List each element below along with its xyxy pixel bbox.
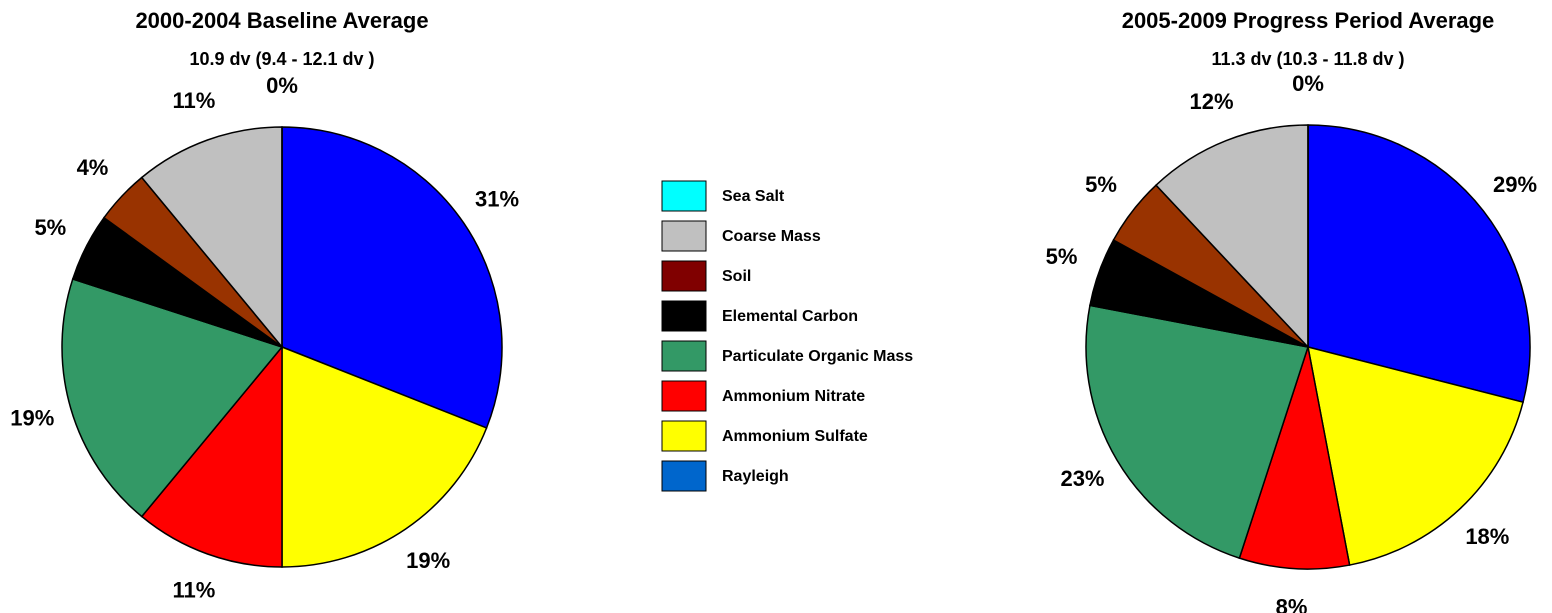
legend-label: Particulate Organic Mass [722, 348, 913, 365]
slice-label: 29% [1493, 172, 1537, 197]
slice-label: 12% [1190, 89, 1234, 114]
slice-label: 19% [10, 405, 54, 430]
legend-label: Ammonium Sulfate [722, 428, 868, 445]
pie-slice [281, 345, 488, 568]
slice-label: 4% [77, 155, 109, 180]
slice-label: 5% [34, 215, 66, 240]
slice-label: 5% [1046, 244, 1078, 269]
pie-slice [281, 126, 503, 429]
legend-label: Rayleigh [722, 468, 789, 485]
legend-label: Ammonium Nitrate [722, 388, 865, 405]
chart-subtitle: 11.3 dv (10.3 - 11.8 dv ) [1211, 49, 1404, 69]
legend-label: Sea Salt [722, 188, 785, 205]
pie-slice [1154, 124, 1309, 349]
slice-label: 19% [406, 548, 450, 573]
legend-swatch [661, 340, 707, 372]
chart-title: 2005-2009 Progress Period Average [1122, 8, 1495, 33]
chart-subtitle: 10.9 dv (9.4 - 12.1 dv ) [189, 49, 374, 69]
slice-label: 5% [1085, 172, 1117, 197]
legend-swatch [661, 420, 707, 452]
slice-label: 8% [1276, 594, 1308, 613]
legend-swatch [661, 260, 707, 292]
legend-label: Elemental Carbon [722, 308, 858, 325]
pie-slice [61, 278, 284, 518]
slice-label: 11% [173, 88, 216, 113]
pie-slice [140, 344, 283, 568]
chart-title: 2000-2004 Baseline Average [135, 8, 428, 33]
pie-slice [1307, 345, 1524, 566]
legend-swatch [661, 220, 707, 252]
legend-swatch [661, 300, 707, 332]
pie-slice [140, 126, 283, 350]
slice-label: 18% [1465, 524, 1509, 549]
slice-label: 0% [266, 73, 298, 98]
slice-label: 23% [1060, 466, 1104, 491]
pie-slice [1085, 304, 1309, 560]
legend-swatch [661, 460, 707, 492]
legend-label: Soil [722, 268, 751, 285]
slice-label: 0% [1292, 71, 1324, 96]
legend-swatch [661, 180, 707, 212]
slice-label: 11% [173, 577, 216, 602]
legend-swatch [661, 380, 707, 412]
legend-label: Coarse Mass [722, 228, 821, 245]
pie-slice [1307, 124, 1531, 404]
pie-slice [1238, 346, 1351, 570]
slice-label: 31% [475, 187, 519, 212]
